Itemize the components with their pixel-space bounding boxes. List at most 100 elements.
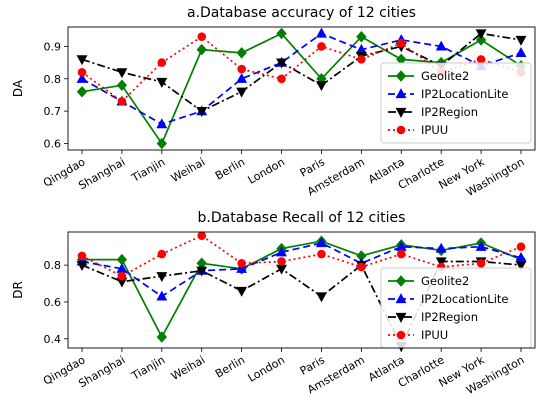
chart-b-point-ip2region [316,292,327,303]
chart-b-point-ipuu [476,259,486,268]
chart-a-point-ipuu [157,58,167,67]
chart-a-series-ipuu [77,32,526,106]
chart-b-point-ipuu [277,257,286,266]
chart-b-legend-label-ip2locationlite: IP2LocationLite [421,292,508,306]
chart-b-legend-label-geolite2: Geolite2 [421,274,469,288]
chart-a-legend-label-ip2region: IP2Region [421,105,478,119]
chart-a-xtick-weihai: Weihai [169,155,207,185]
chart-a-legend-marker-geolite2 [395,70,407,82]
chart-b-legend-marker-ipuu [396,330,406,340]
chart-a-legend-marker-ip2region [395,107,407,118]
chart-a-point-geolite2 [475,34,487,46]
chart-b-point-ip2region [236,286,248,297]
chart-b-line-ipuu [81,234,522,278]
chart-b-point-ip2locationlite [156,290,168,301]
chart-a-point-geolite2 [156,137,167,150]
chart-a-ytick-label: 0.8 [44,73,62,86]
chart-b-point-ipuu [117,271,127,281]
chart-b-point-ip2locationlite [236,262,248,273]
chart-b-legend-marker-geolite2 [395,275,407,287]
chart-b-point-ip2locationlite [276,246,287,257]
chart-b: b.Database Recall of 12 cities DR 0.4 0.6 0.… [11,210,536,397]
chart-b-point-geolite2 [156,331,167,343]
chart-b-point-ipuu [357,262,366,272]
chart-a-title: a.Database accuracy of 12 cities [187,5,416,21]
chart-b-legend-label-ipuu: IPUU [421,328,448,342]
chart-a-point-ip2region [196,107,208,117]
chart-a-line-ipuu [81,35,522,103]
chart-b-xtick-weihai: Weihai [169,353,207,383]
chart-a-point-ip2locationlite [156,118,168,129]
chart-a-line-ip2region [81,32,522,113]
chart-b-line-ip2region [81,260,522,349]
chart-a-point-ipuu [77,68,87,77]
chart-b-point-ip2region [515,261,527,271]
chart-a-point-geolite2 [76,85,88,98]
chart-a-point-ip2region [76,55,88,66]
chart-a-point-ipuu [197,32,207,42]
chart-a-point-ipuu [237,64,246,74]
chart-a-point-ip2region [316,81,327,92]
chart-b-point-ip2locationlite [475,240,487,251]
chart-a-point-ip2locationlite [236,72,248,83]
chart-a-xtick-berlin: Berlin [213,155,247,182]
chart-a-ytick-label: 0.9 [44,40,62,53]
chart-a-point-ip2region [276,58,287,69]
chart-b-point-ipuu [237,259,246,268]
chart-a-plot-frame [67,26,536,151]
chart-a-point-ip2locationlite [316,27,327,38]
chart-b-plot-frame [67,231,536,349]
chart-a-ylabel: DA [11,79,25,97]
chart-a-point-ip2region [515,35,527,46]
chart-a-ytick-label: 0.7 [44,105,62,118]
chart-b-legend-marker-ip2region [395,312,407,323]
chart-b-ytick-label: 0.8 [44,259,62,272]
chart-b-ytick-label: 0.4 [44,333,62,346]
chart-b-xtick-london: London [246,353,287,384]
chart-a: a.Database accuracy of 12 cities DA 0.6 0.7… [11,5,536,199]
chart-b-xtick-tianjin: Tianjin [129,353,168,383]
chart-a-xtick-tianjin: Tianjin [129,155,168,185]
chart-a-point-geolite2 [116,79,128,92]
chart-a-legend: Geolite2 IP2LocationLite IP2Region IPUU [380,62,532,144]
chart-b-point-ip2region [435,257,447,268]
chart-a-legend-label-ip2locationlite: IP2LocationLite [421,87,508,101]
chart-b-xtick-berlin: Berlin [213,353,247,380]
chart-a-point-geolite2 [356,30,367,43]
chart-b-point-ip2region [196,266,208,277]
chart-b-legend-label-ip2region: IP2Region [421,310,478,324]
chart-b-point-ipuu [396,249,406,259]
chart-a-point-ip2locationlite [435,40,447,51]
chart-a-legend-label-geolite2: Geolite2 [421,69,469,83]
chart-b-point-ip2region [76,261,88,271]
chart-b-point-ipuu [77,251,87,261]
chart-b-legend-marker-ip2locationlite [395,293,407,304]
chart-a-legend-box [380,62,532,144]
chart-a-point-ip2locationlite [515,47,527,57]
chart-a-point-geolite2 [196,43,207,56]
chart-a-point-ip2locationlite [76,72,88,83]
chart-a-line-geolite2 [81,32,522,146]
chart-a-legend-marker-ipuu [396,125,406,135]
chart-a-xtick-london: London [246,155,287,186]
chart-b-line-geolite2 [82,240,522,339]
chart-b-point-ipuu [516,242,526,252]
chart-b-point-ip2region [156,272,168,283]
chart-a-point-ipuu [357,55,366,64]
chart-a-point-ip2region [156,77,168,88]
chart-a-point-ipuu [476,55,486,64]
chart-a-point-ipuu [396,38,406,48]
chart-a-legend-label-ipuu: IPUU [421,123,448,137]
chart-b-point-ip2locationlite [316,237,327,248]
chart-b-point-ip2region [276,264,287,275]
chart-a-point-ip2region [236,87,248,98]
chart-b-point-ip2locationlite [435,242,447,253]
chart-a-point-ip2region [475,29,487,40]
chart-a-point-ipuu [317,42,326,51]
chart-b-legend: Geolite2 IP2LocationLite IP2Region IPUU [380,267,532,349]
chart-a-point-geolite2 [276,27,287,40]
chart-a-ytick-label: 0.6 [44,138,62,151]
chart-b-point-ipuu [197,231,207,240]
chart-b-point-ipuu [317,249,326,259]
